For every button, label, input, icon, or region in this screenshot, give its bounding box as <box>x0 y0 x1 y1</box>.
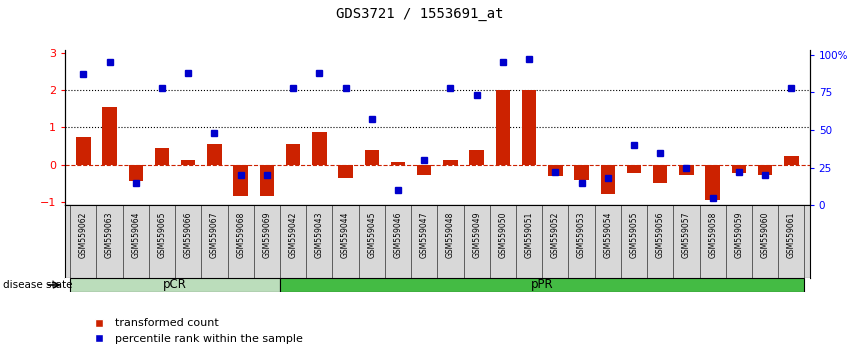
Bar <box>601 165 615 194</box>
Text: GSM559064: GSM559064 <box>132 211 140 258</box>
Bar <box>207 144 222 165</box>
Bar <box>574 165 589 180</box>
Bar <box>102 107 117 165</box>
Bar <box>732 165 746 173</box>
Bar <box>784 156 798 165</box>
Bar <box>758 165 772 175</box>
Bar <box>469 150 484 165</box>
Bar <box>76 137 91 165</box>
Text: GSM559052: GSM559052 <box>551 211 559 257</box>
Text: GSM559059: GSM559059 <box>734 211 743 258</box>
Text: GSM559043: GSM559043 <box>315 211 324 258</box>
Bar <box>548 165 563 176</box>
Bar <box>365 150 379 165</box>
Text: GSM559065: GSM559065 <box>158 211 166 258</box>
Text: GSM559044: GSM559044 <box>341 211 350 258</box>
Text: GSM559062: GSM559062 <box>79 211 87 257</box>
Text: GSM559068: GSM559068 <box>236 211 245 257</box>
Bar <box>181 160 196 165</box>
Text: GSM559047: GSM559047 <box>420 211 429 258</box>
Text: GSM559057: GSM559057 <box>682 211 691 258</box>
Text: GSM559054: GSM559054 <box>604 211 612 258</box>
Legend: transformed count, percentile rank within the sample: transformed count, percentile rank withi… <box>83 314 307 348</box>
Bar <box>706 165 720 200</box>
Bar <box>280 278 805 292</box>
Bar <box>391 162 405 165</box>
Text: GSM559056: GSM559056 <box>656 211 665 258</box>
Text: pCR: pCR <box>163 279 187 291</box>
Bar <box>128 165 143 181</box>
Bar <box>339 165 352 177</box>
Bar <box>443 160 457 165</box>
Text: GSM559063: GSM559063 <box>105 211 114 258</box>
Text: GSM559060: GSM559060 <box>760 211 770 258</box>
Bar <box>70 278 280 292</box>
Bar <box>653 165 668 183</box>
Bar <box>627 165 641 173</box>
Text: disease state: disease state <box>3 280 72 290</box>
Bar <box>312 132 326 165</box>
Text: GDS3721 / 1553691_at: GDS3721 / 1553691_at <box>336 7 504 21</box>
Text: GSM559069: GSM559069 <box>262 211 271 258</box>
Text: GSM559066: GSM559066 <box>184 211 193 258</box>
Text: GSM559049: GSM559049 <box>472 211 481 258</box>
Bar <box>260 165 274 196</box>
Text: GSM559050: GSM559050 <box>499 211 507 258</box>
Text: GSM559046: GSM559046 <box>393 211 403 258</box>
Text: pPR: pPR <box>531 279 553 291</box>
Text: GSM559042: GSM559042 <box>288 211 298 257</box>
Text: GSM559055: GSM559055 <box>630 211 638 258</box>
Bar <box>522 90 536 165</box>
Bar <box>679 165 694 175</box>
Text: GSM559053: GSM559053 <box>577 211 586 258</box>
Text: GSM559061: GSM559061 <box>787 211 796 257</box>
Text: GSM559045: GSM559045 <box>367 211 376 258</box>
Text: GSM559067: GSM559067 <box>210 211 219 258</box>
Bar <box>495 90 510 165</box>
Text: GSM559058: GSM559058 <box>708 211 717 257</box>
Bar <box>417 165 431 175</box>
Bar <box>286 144 301 165</box>
Text: GSM559051: GSM559051 <box>525 211 533 257</box>
Bar <box>234 165 248 196</box>
Bar <box>155 148 169 165</box>
Text: GSM559048: GSM559048 <box>446 211 455 257</box>
